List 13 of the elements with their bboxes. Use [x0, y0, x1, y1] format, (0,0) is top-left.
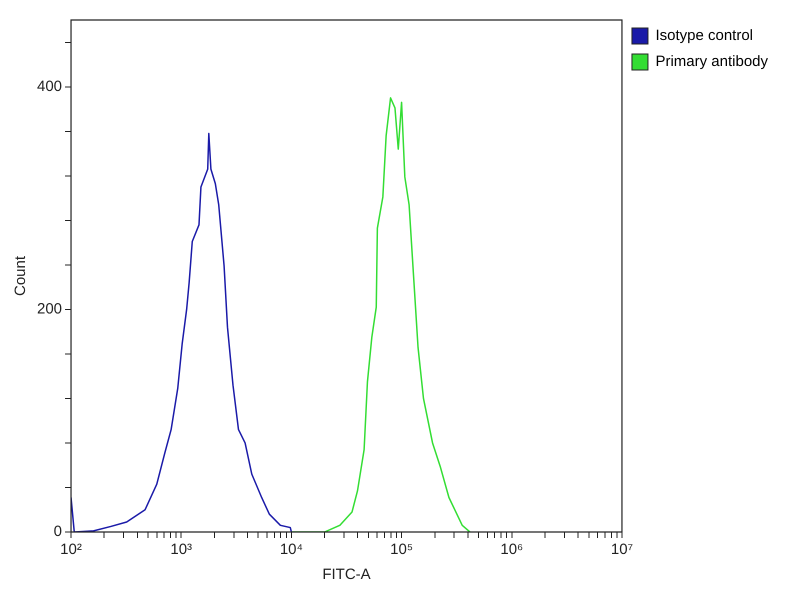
x-tick-label: 10⁴: [280, 541, 303, 558]
x-tick-label: 10⁵: [390, 541, 414, 558]
y-tick-label: 200: [36, 300, 62, 318]
x-tick-label: 10⁷: [610, 541, 634, 558]
x-tick-label: 10⁶: [500, 541, 524, 558]
y-tick-label: 400: [36, 78, 62, 95]
legend-label: Isotype control: [655, 27, 754, 44]
x-tick-label: 10³: [170, 541, 192, 558]
y-axis-title: Count: [12, 255, 30, 296]
legend-label: Primary antibody: [655, 53, 768, 70]
x-tick-label: 10²: [60, 541, 82, 558]
x-axis-title: FITC-A: [322, 566, 371, 584]
y-tick-label: 0: [54, 523, 62, 540]
